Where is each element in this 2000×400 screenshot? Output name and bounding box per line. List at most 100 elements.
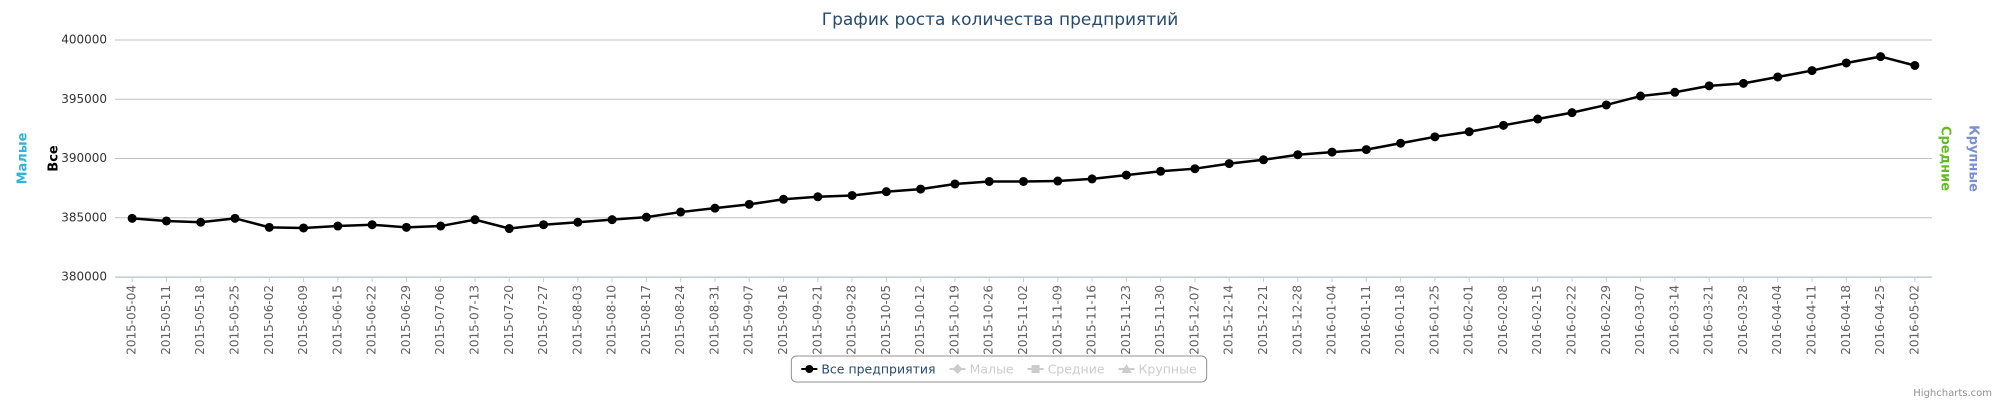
x-tick-label: 2015-11-16	[1085, 285, 1099, 355]
x-tick-label: 2016-04-04	[1770, 285, 1784, 355]
credit[interactable]: Highcharts.com	[1913, 388, 1992, 399]
point	[950, 179, 960, 189]
point	[1876, 52, 1886, 62]
point	[607, 215, 617, 225]
point	[367, 220, 377, 230]
x-tick-label: 2015-10-05	[879, 285, 893, 355]
x-tick-label: 2016-03-28	[1736, 285, 1750, 355]
x-tick-label: 2015-08-31	[707, 285, 721, 355]
point	[299, 223, 309, 233]
point	[1396, 138, 1406, 148]
x-tick-label: 2015-09-16	[776, 285, 790, 355]
point	[1738, 78, 1748, 88]
point	[1636, 91, 1646, 101]
legend-label[interactable]: Средние	[1048, 362, 1105, 377]
axis-title: Все	[47, 145, 62, 172]
x-tick-label: 2015-09-07	[742, 285, 756, 355]
point	[744, 199, 754, 209]
x-tick-label: 2016-01-11	[1359, 285, 1373, 355]
y-tick-label: 395000	[61, 92, 107, 106]
x-tick-label: 2015-06-22	[365, 285, 379, 355]
point	[1053, 176, 1063, 186]
x-tick-label: 2015-10-26	[982, 285, 996, 355]
x-tick-label: 2016-03-07	[1633, 285, 1647, 355]
x-tick-label: 2016-02-08	[1496, 285, 1510, 355]
point	[779, 194, 789, 204]
point	[641, 212, 651, 222]
x-tick-label: 2016-03-14	[1667, 285, 1681, 355]
point	[710, 203, 720, 213]
legend-label[interactable]: Малые	[970, 362, 1014, 377]
x-tick-label: 2015-11-09	[1050, 285, 1064, 355]
point	[1361, 145, 1371, 155]
point	[196, 217, 206, 227]
point	[1327, 147, 1337, 157]
x-tick-label: 2015-05-11	[159, 285, 173, 355]
x-tick-label: 2016-02-01	[1462, 285, 1476, 355]
y-tick-label: 385000	[61, 210, 107, 224]
legend: Все предприятия Малые Средние Крупные	[790, 355, 1208, 383]
point	[470, 215, 480, 225]
point	[1087, 174, 1097, 184]
x-tick-label: 2015-12-21	[1256, 285, 1270, 355]
x-tick-label: 2015-06-15	[330, 285, 344, 355]
x-tick-label: 2016-02-15	[1530, 285, 1544, 355]
point	[1464, 127, 1474, 137]
x-tick-label: 2015-06-09	[296, 285, 310, 355]
point	[1019, 176, 1028, 186]
y-tick-label: 390000	[61, 151, 107, 165]
legend-label[interactable]: Все предприятия	[821, 362, 935, 377]
point	[1773, 72, 1783, 82]
x-tick-label: 2016-04-25	[1873, 285, 1887, 355]
point	[1601, 100, 1611, 110]
x-tick-label: 2015-05-25	[227, 285, 241, 355]
x-tick-label: 2015-08-03	[570, 285, 584, 355]
x-tick-label: 2015-09-21	[810, 285, 824, 355]
point	[436, 221, 446, 231]
point	[1258, 155, 1268, 165]
x-tick-label: 2016-04-11	[1805, 285, 1819, 355]
point	[1498, 120, 1508, 130]
legend-symbol	[1031, 365, 1040, 373]
y-tick-label: 380000	[61, 270, 107, 284]
y-tick-label: 400000	[61, 33, 107, 47]
point	[1121, 170, 1131, 180]
x-tick-label: 2016-01-04	[1325, 285, 1339, 355]
x-tick-label: 2015-05-04	[125, 285, 139, 355]
point	[401, 222, 411, 232]
axis-title: Малые	[16, 132, 31, 184]
x-tick-label: 2015-11-02	[1016, 285, 1030, 355]
point	[230, 213, 240, 223]
legend-symbol	[1121, 364, 1132, 373]
x-tick-label: 2016-01-25	[1427, 285, 1441, 355]
point	[1910, 60, 1920, 70]
point	[881, 187, 891, 197]
point	[676, 207, 686, 217]
x-tick-label: 2015-06-02	[262, 285, 276, 355]
point	[1841, 58, 1851, 68]
x-tick-label: 2016-03-21	[1702, 285, 1716, 355]
axis-title: Средние	[1938, 126, 1953, 191]
point	[1224, 159, 1234, 169]
x-tick-label: 2015-10-12	[913, 285, 927, 355]
x-tick-label: 2015-07-06	[433, 285, 447, 355]
point	[1533, 114, 1543, 124]
point	[264, 222, 274, 232]
point	[847, 190, 857, 200]
x-tick-label: 2015-07-20	[502, 285, 516, 355]
x-tick-label: 2016-01-18	[1393, 285, 1407, 355]
point	[1704, 81, 1714, 91]
x-tick-label: 2015-05-18	[193, 285, 207, 355]
x-tick-label: 2015-12-07	[1187, 285, 1201, 355]
x-tick-label: 2016-05-02	[1907, 285, 1921, 355]
legend-symbol	[805, 365, 814, 373]
chart-title: График роста количества предприятий	[822, 10, 1179, 30]
legend-symbol	[952, 364, 963, 374]
point	[539, 220, 549, 230]
point	[573, 217, 583, 227]
point	[333, 221, 343, 231]
legend-label[interactable]: Крупные	[1139, 362, 1197, 377]
point	[1156, 166, 1166, 176]
legend-box	[790, 355, 1208, 383]
